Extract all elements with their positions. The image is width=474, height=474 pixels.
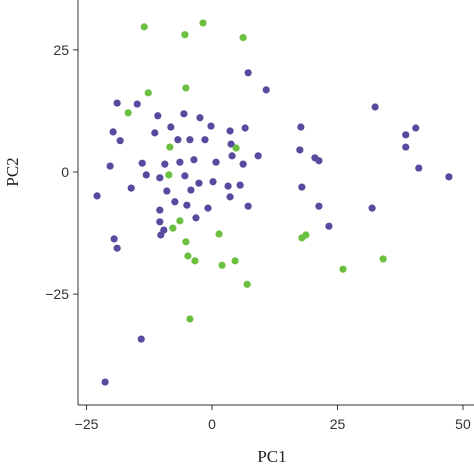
point: [110, 235, 118, 243]
point: [226, 127, 234, 135]
point: [182, 84, 190, 92]
point: [412, 124, 420, 132]
point: [113, 99, 121, 107]
point: [204, 204, 212, 212]
point: [180, 110, 188, 118]
point: [415, 164, 423, 172]
point: [199, 19, 207, 27]
point: [379, 255, 387, 263]
point: [209, 178, 217, 186]
point: [169, 224, 177, 232]
point: [236, 181, 244, 189]
point: [109, 128, 117, 136]
point: [124, 109, 132, 117]
x-tick-label: 50: [455, 416, 471, 432]
point: [226, 193, 234, 201]
point: [142, 171, 150, 179]
point: [227, 140, 235, 148]
point: [133, 100, 141, 108]
point: [184, 252, 192, 260]
point: [254, 152, 262, 160]
point: [298, 183, 306, 191]
point: [163, 187, 171, 195]
point: [156, 206, 164, 214]
point: [154, 112, 162, 120]
point: [196, 114, 204, 122]
point: [156, 218, 164, 226]
point: [195, 179, 203, 187]
point: [262, 86, 270, 94]
point: [325, 222, 333, 230]
y-tick-label: 25: [53, 42, 69, 58]
x-axis-label: PC1: [257, 447, 286, 466]
point: [166, 143, 174, 151]
point: [402, 131, 410, 139]
point: [315, 202, 323, 210]
y-tick-label: 0: [61, 164, 69, 180]
point: [239, 34, 247, 42]
point: [241, 124, 249, 132]
point: [315, 157, 323, 165]
point: [157, 231, 165, 239]
point: [201, 136, 209, 144]
point: [181, 31, 189, 39]
point: [243, 280, 251, 288]
point: [176, 158, 184, 166]
point: [161, 160, 169, 168]
point: [207, 122, 215, 130]
point: [93, 192, 101, 200]
point: [167, 123, 175, 131]
point: [116, 137, 124, 145]
point: [231, 257, 239, 265]
point: [191, 257, 199, 265]
point: [368, 204, 376, 212]
point: [182, 238, 190, 246]
y-axis-label: PC2: [3, 157, 22, 186]
point: [228, 152, 236, 160]
point: [176, 217, 184, 225]
point: [224, 182, 232, 190]
point: [212, 158, 220, 166]
point: [113, 244, 121, 252]
point: [138, 159, 146, 167]
point: [192, 214, 200, 222]
point: [402, 143, 410, 151]
point: [187, 186, 195, 194]
x-tick-label: 0: [208, 416, 216, 432]
point: [445, 173, 453, 181]
point: [339, 265, 347, 273]
point: [244, 69, 252, 77]
point: [165, 171, 173, 179]
point: [218, 261, 226, 269]
x-tick-label: 25: [330, 416, 346, 432]
x-tick-label: −25: [75, 416, 99, 432]
point: [181, 172, 189, 180]
point: [232, 144, 240, 152]
point: [296, 146, 304, 154]
point: [140, 23, 148, 31]
point: [239, 160, 247, 168]
point: [156, 174, 164, 182]
point: [190, 156, 198, 164]
point: [171, 198, 179, 206]
point: [174, 136, 182, 144]
point: [144, 89, 152, 97]
point: [101, 378, 109, 386]
point: [127, 184, 135, 192]
point: [186, 136, 194, 144]
y-tick-label: −25: [45, 286, 69, 302]
point: [151, 129, 159, 137]
point: [297, 123, 305, 131]
point: [302, 231, 310, 239]
point: [244, 202, 252, 210]
point: [186, 315, 194, 323]
point: [137, 335, 145, 343]
point: [106, 162, 114, 170]
point: [183, 201, 191, 209]
point: [371, 103, 379, 111]
point: [215, 230, 223, 238]
